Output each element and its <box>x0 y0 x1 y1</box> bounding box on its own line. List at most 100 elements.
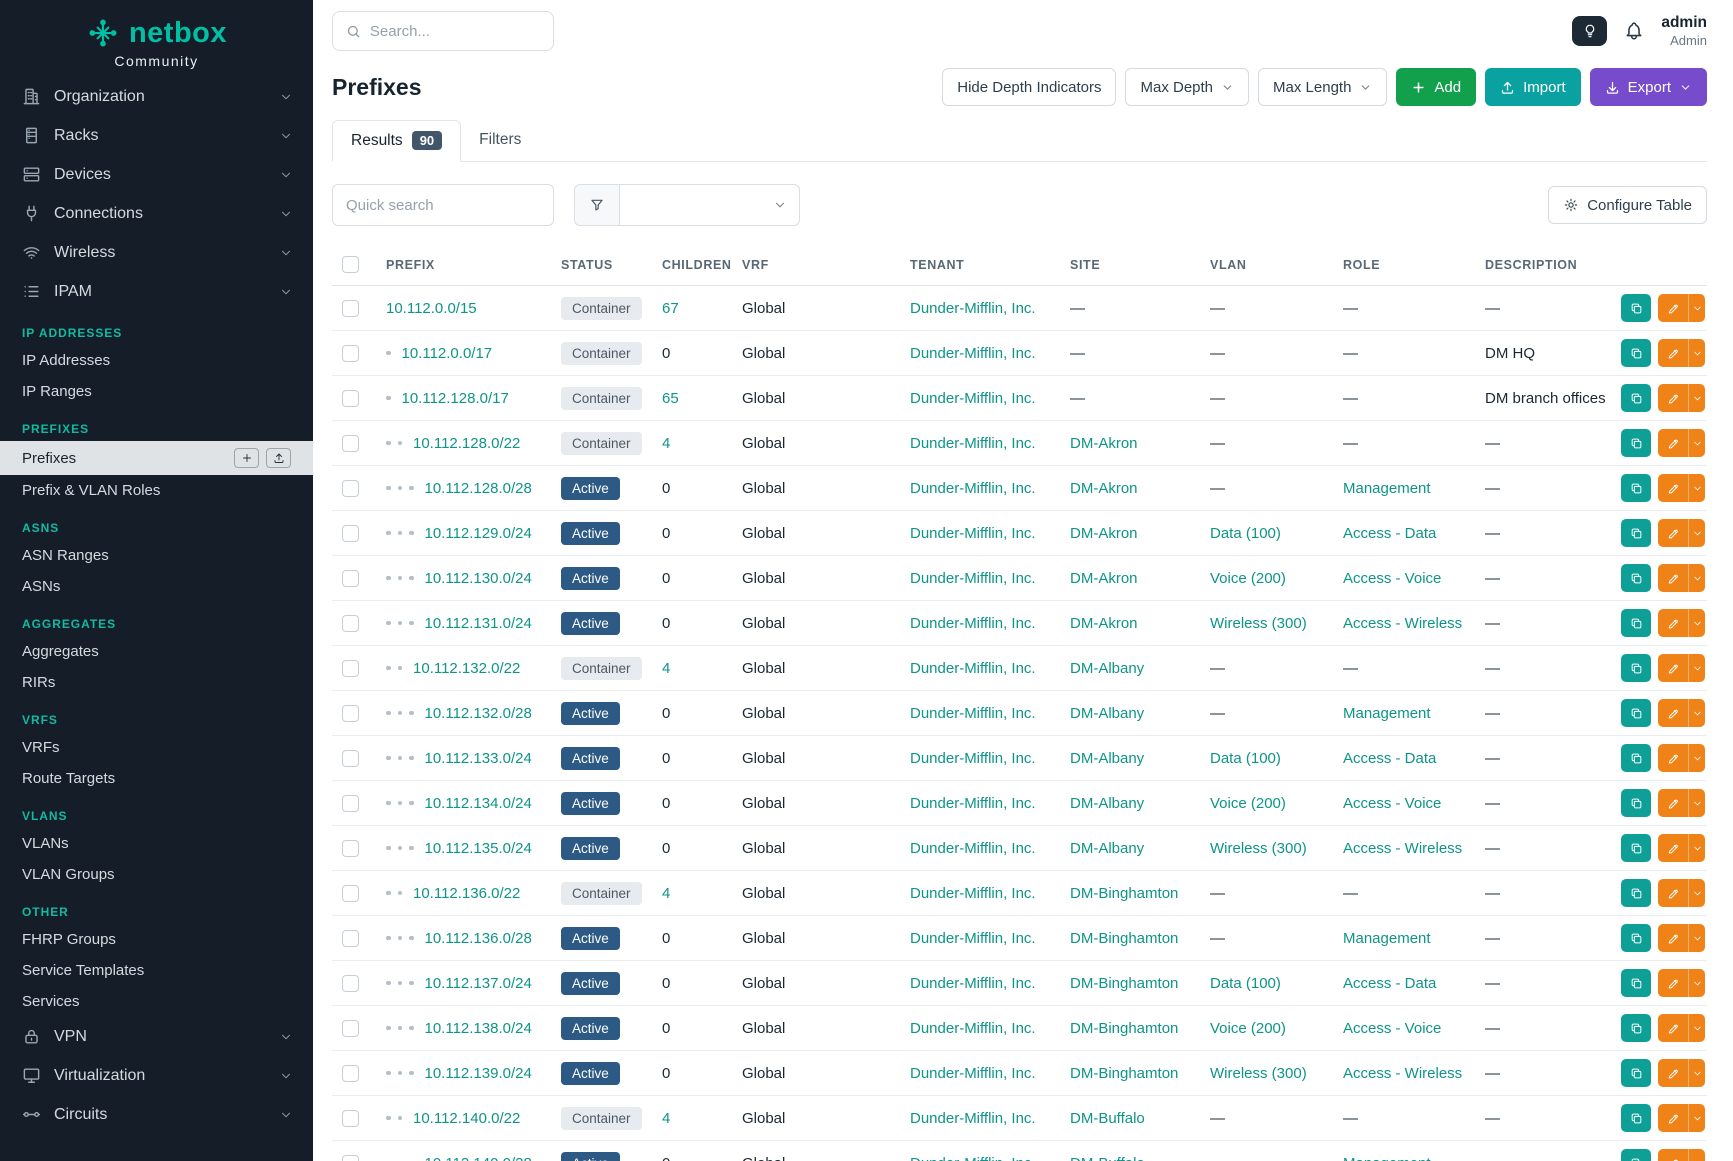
select-all-checkbox[interactable] <box>342 256 359 273</box>
sidebar-item-rirs[interactable]: RIRs <box>0 667 313 698</box>
site-link[interactable]: DM-Buffalo <box>1070 1109 1145 1127</box>
edit-button[interactable] <box>1658 609 1688 637</box>
vlan-link[interactable]: Data (100) <box>1210 974 1281 992</box>
site-link[interactable]: DM-Buffalo <box>1070 1155 1145 1161</box>
tenant-link[interactable]: Dunder-Mifflin, Inc. <box>910 479 1036 497</box>
edit-button[interactable] <box>1658 699 1688 727</box>
vlan-link[interactable]: Data (100) <box>1210 749 1281 767</box>
vlan-link[interactable]: Voice (200) <box>1210 569 1286 587</box>
site-link[interactable]: DM-Binghamton <box>1070 974 1179 992</box>
role-link[interactable]: Access - Wireless <box>1343 839 1463 857</box>
children-count-link[interactable]: 4 <box>662 659 671 677</box>
sidebar-item-vlans[interactable]: VLANs <box>0 828 313 859</box>
edit-dropdown-button[interactable] <box>1688 384 1705 412</box>
edit-dropdown-button[interactable] <box>1688 654 1705 682</box>
tenant-link[interactable]: Dunder-Mifflin, Inc. <box>910 704 1036 722</box>
edit-dropdown-button[interactable] <box>1688 294 1705 322</box>
column-header-children[interactable]: CHILDREN <box>652 244 732 286</box>
import-prefix-button[interactable] <box>266 448 291 468</box>
row-checkbox[interactable] <box>342 794 359 812</box>
row-checkbox[interactable] <box>342 884 359 902</box>
copy-button[interactable] <box>1621 1104 1651 1132</box>
prefix-link[interactable]: 10.112.130.0/24 <box>424 569 532 587</box>
edit-button[interactable] <box>1658 1059 1688 1087</box>
row-checkbox[interactable] <box>342 839 359 857</box>
sidebar-item-ipam[interactable]: IPAM <box>0 272 313 311</box>
copy-button[interactable] <box>1621 384 1651 412</box>
edit-button[interactable] <box>1658 789 1688 817</box>
copy-button[interactable] <box>1621 789 1651 817</box>
tenant-link[interactable]: Dunder-Mifflin, Inc. <box>910 1064 1036 1082</box>
row-checkbox[interactable] <box>342 479 359 497</box>
row-checkbox[interactable] <box>342 299 359 317</box>
sidebar-item-wireless[interactable]: Wireless <box>0 233 313 272</box>
tab-results[interactable]: Results 90 <box>332 120 462 162</box>
role-link[interactable]: Management <box>1343 704 1431 722</box>
column-header-site[interactable]: SITE <box>1060 244 1200 286</box>
tenant-link[interactable]: Dunder-Mifflin, Inc. <box>910 569 1036 587</box>
prefix-link[interactable]: 10.112.132.0/28 <box>424 704 532 722</box>
tenant-link[interactable]: Dunder-Mifflin, Inc. <box>910 659 1036 677</box>
edit-button[interactable] <box>1658 519 1688 547</box>
edit-dropdown-button[interactable] <box>1688 429 1705 457</box>
vlan-link[interactable]: Voice (200) <box>1210 794 1286 812</box>
prefix-link[interactable]: 10.112.136.0/28 <box>424 929 532 947</box>
edit-button[interactable] <box>1658 564 1688 592</box>
sidebar-item-fhrp-groups[interactable]: FHRP Groups <box>0 924 313 955</box>
vlan-link[interactable]: Wireless (300) <box>1210 1064 1307 1082</box>
site-link[interactable]: DM-Albany <box>1070 749 1145 767</box>
notifications-button[interactable] <box>1623 20 1645 42</box>
role-link[interactable]: Access - Wireless <box>1343 614 1463 632</box>
edit-button[interactable] <box>1658 474 1688 502</box>
prefix-link[interactable]: 10.112.0.0/17 <box>401 344 493 362</box>
prefix-link[interactable]: 10.112.128.0/22 <box>413 434 521 452</box>
edit-button[interactable] <box>1658 1149 1688 1161</box>
copy-button[interactable] <box>1621 564 1651 592</box>
prefix-link[interactable]: 10.112.131.0/24 <box>424 614 532 632</box>
copy-button[interactable] <box>1621 474 1651 502</box>
column-header-vlan[interactable]: VLAN <box>1200 244 1333 286</box>
edit-dropdown-button[interactable] <box>1688 879 1705 907</box>
row-checkbox[interactable] <box>342 974 359 992</box>
sidebar-item-route-targets[interactable]: Route Targets <box>0 763 313 794</box>
prefix-link[interactable]: 10.112.136.0/22 <box>413 884 521 902</box>
import-button[interactable]: Import <box>1485 68 1581 106</box>
row-checkbox[interactable] <box>342 389 359 407</box>
sidebar-item-asn-ranges[interactable]: ASN Ranges <box>0 540 313 571</box>
tenant-link[interactable]: Dunder-Mifflin, Inc. <box>910 1019 1036 1037</box>
vlan-link[interactable]: Voice (200) <box>1210 1019 1286 1037</box>
tenant-link[interactable]: Dunder-Mifflin, Inc. <box>910 839 1036 857</box>
role-link[interactable]: Access - Voice <box>1343 569 1442 587</box>
sidebar-item-vrfs[interactable]: VRFs <box>0 732 313 763</box>
children-count-link[interactable]: 4 <box>662 1109 671 1127</box>
prefix-link[interactable]: 10.112.140.0/28 <box>425 1155 532 1161</box>
copy-button[interactable] <box>1621 1149 1651 1161</box>
edit-dropdown-button[interactable] <box>1688 924 1705 952</box>
sidebar-item-aggregates[interactable]: Aggregates <box>0 636 313 667</box>
row-checkbox[interactable] <box>342 929 359 947</box>
edit-button[interactable] <box>1658 1104 1688 1132</box>
edit-button[interactable] <box>1658 384 1688 412</box>
site-link[interactable]: DM-Binghamton <box>1070 1019 1179 1037</box>
prefix-link[interactable]: 10.112.128.0/17 <box>401 389 509 407</box>
row-checkbox[interactable] <box>342 344 359 362</box>
quick-search-input[interactable] <box>332 184 554 226</box>
sidebar-item-ip-ranges[interactable]: IP Ranges <box>0 376 313 407</box>
sidebar-item-vlan-groups[interactable]: VLAN Groups <box>0 859 313 890</box>
edit-button[interactable] <box>1658 879 1688 907</box>
copy-button[interactable] <box>1621 654 1651 682</box>
site-link[interactable]: DM-Albany <box>1070 839 1145 857</box>
hide-depth-indicators-button[interactable]: Hide Depth Indicators <box>942 68 1117 106</box>
edit-dropdown-button[interactable] <box>1688 609 1705 637</box>
edit-dropdown-button[interactable] <box>1688 564 1705 592</box>
brand[interactable]: netbox Community <box>0 0 313 77</box>
row-checkbox[interactable] <box>342 1154 359 1161</box>
copy-button[interactable] <box>1621 699 1651 727</box>
prefix-link[interactable]: 10.112.129.0/24 <box>424 524 532 542</box>
sidebar-item-prefix-vlan-roles[interactable]: Prefix & VLAN Roles <box>0 475 313 506</box>
edit-button[interactable] <box>1658 429 1688 457</box>
sidebar-item-virtualization[interactable]: Virtualization <box>0 1056 313 1095</box>
tenant-link[interactable]: Dunder-Mifflin, Inc. <box>910 749 1036 767</box>
filter-button[interactable] <box>574 184 620 226</box>
edit-dropdown-button[interactable] <box>1688 699 1705 727</box>
